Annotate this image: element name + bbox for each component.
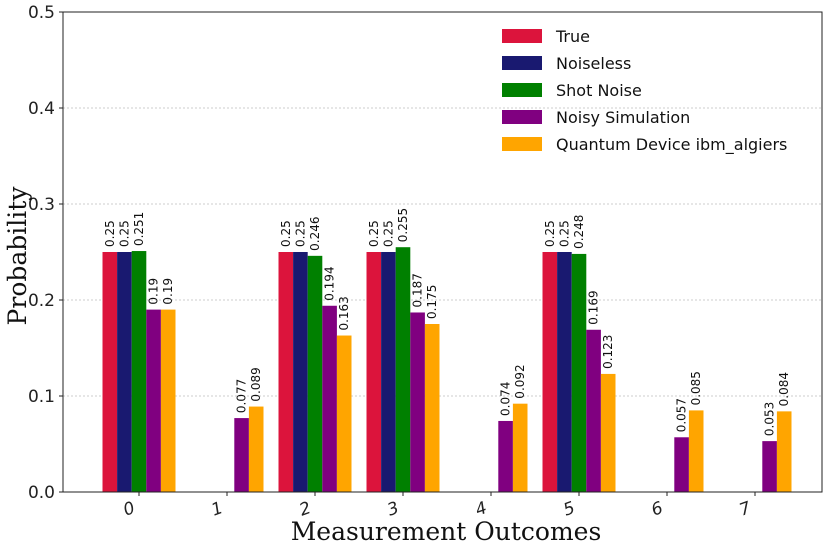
bar-value-label: 0.255: [396, 208, 410, 242]
bar-value-label: 0.25: [103, 220, 117, 247]
bar: [336, 335, 352, 492]
y-axis-title: Probability: [3, 186, 32, 326]
legend-swatch: [502, 110, 542, 124]
legend-label: True: [555, 27, 590, 46]
bar-value-label: 0.25: [367, 220, 381, 247]
x-tick-label: 6: [649, 498, 666, 521]
bar: [366, 252, 382, 492]
bar: [688, 410, 704, 492]
bar-value-label: 0.25: [557, 220, 571, 247]
bar: [117, 252, 132, 492]
bar: [410, 312, 425, 492]
bar: [102, 252, 118, 492]
bar-value-label: 0.074: [499, 382, 513, 416]
bar-value-label: 0.19: [161, 278, 175, 305]
bar-value-label: 0.248: [572, 215, 586, 249]
y-tick-label: 0.1: [28, 387, 55, 407]
bar-value-label: 0.092: [513, 364, 527, 398]
bar: [674, 437, 689, 492]
legend-label: Noisy Simulation: [556, 108, 690, 127]
legend-label: Noiseless: [556, 54, 631, 73]
bar: [248, 406, 264, 492]
bar: [131, 251, 147, 492]
bar-value-label: 0.246: [308, 216, 322, 250]
legend-label: Shot Noise: [556, 81, 642, 100]
bar: [381, 252, 396, 492]
x-tick-label: 0: [121, 498, 138, 520]
bar-value-label: 0.123: [601, 335, 615, 369]
bar-value-label: 0.169: [587, 290, 601, 324]
bar: [293, 252, 308, 492]
bar: [395, 247, 411, 492]
bar-value-label: 0.25: [279, 220, 293, 247]
legend-swatch: [502, 83, 542, 97]
bar: [762, 441, 777, 492]
bar: [278, 252, 294, 492]
bar: [512, 403, 528, 492]
bar-value-label: 0.077: [235, 379, 249, 413]
bar-value-label: 0.25: [117, 220, 131, 247]
bar-value-label: 0.19: [147, 278, 161, 305]
bar-value-label: 0.25: [381, 220, 395, 247]
legend-label: Quantum Device ibm_algiers: [556, 135, 787, 155]
legend-swatch: [502, 56, 542, 70]
bar: [322, 305, 337, 492]
bar-value-label: 0.053: [763, 402, 777, 436]
bar: [586, 329, 601, 492]
axes: 0.00.10.20.30.40.50 1 2 3 4 5 6 7: [28, 3, 823, 521]
bar-value-label: 0.194: [323, 266, 337, 300]
legend-swatch: [502, 137, 542, 151]
bar-value-label: 0.25: [293, 220, 307, 247]
bar-value-label: 0.084: [777, 372, 791, 406]
x-tick-label: 7: [737, 498, 754, 521]
legend: True Noiseless Shot Noise Noisy Simulation Q…: [502, 27, 787, 155]
x-axis-title: Measurement Outcomes: [291, 517, 602, 546]
bar-value-label: 0.085: [689, 371, 703, 405]
bar: [498, 420, 513, 492]
bar: [571, 253, 587, 492]
y-tick-label: 0.5: [28, 3, 55, 23]
y-tick-label: 0.4: [28, 99, 55, 119]
bar: [557, 252, 572, 492]
bar: [542, 252, 558, 492]
plot-frame: [62, 11, 823, 493]
y-tick-label: 0.2: [28, 291, 55, 311]
bar-value-label: 0.163: [337, 296, 351, 330]
bar-value-label: 0.089: [249, 367, 263, 401]
bar: [307, 255, 323, 492]
bar-value-label: 0.187: [411, 273, 425, 307]
bar: [600, 373, 616, 492]
bar: [424, 324, 440, 492]
bar-value-label: 0.175: [425, 285, 439, 319]
bar-value-label: 0.251: [132, 212, 146, 246]
bar: [160, 309, 176, 492]
legend-swatch: [502, 29, 542, 43]
bar: [146, 309, 161, 492]
bar: [776, 411, 792, 492]
y-tick-label: 0.0: [28, 483, 55, 503]
bar-value-label: 0.25: [543, 220, 557, 247]
bar-value-label: 0.057: [675, 398, 689, 432]
bars: [102, 247, 792, 492]
x-tick-label: 1: [209, 498, 226, 520]
bar: [234, 418, 249, 492]
grid-lines: [63, 107, 822, 397]
y-tick-label: 0.3: [28, 195, 55, 215]
